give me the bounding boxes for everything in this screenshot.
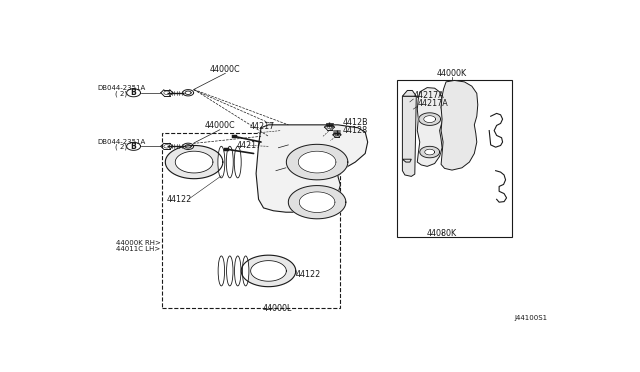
Polygon shape: [289, 186, 346, 219]
Polygon shape: [127, 142, 141, 150]
Polygon shape: [127, 89, 141, 97]
Polygon shape: [425, 149, 435, 155]
Text: 44122: 44122: [296, 270, 321, 279]
Polygon shape: [403, 90, 416, 96]
Text: J44100S1: J44100S1: [514, 315, 547, 321]
Polygon shape: [165, 145, 223, 179]
Text: B: B: [131, 88, 136, 97]
Text: 44080K: 44080K: [427, 229, 457, 238]
Text: 44217A: 44217A: [417, 99, 448, 108]
Text: 44011C LH>: 44011C LH>: [116, 246, 160, 252]
Ellipse shape: [234, 146, 241, 178]
Polygon shape: [403, 159, 412, 162]
Text: 44217: 44217: [237, 141, 262, 150]
Text: 4412B: 4412B: [343, 118, 369, 128]
Text: ( 2): ( 2): [115, 90, 127, 97]
Text: B: B: [131, 142, 136, 151]
Bar: [397, 80, 511, 237]
Text: ( 2): ( 2): [115, 144, 127, 150]
Polygon shape: [286, 144, 348, 180]
Text: 44217: 44217: [250, 122, 275, 131]
Text: 44000C: 44000C: [205, 121, 235, 130]
Polygon shape: [300, 192, 335, 212]
Ellipse shape: [218, 256, 225, 286]
Polygon shape: [419, 113, 440, 125]
Ellipse shape: [227, 256, 233, 286]
Text: 44000L: 44000L: [263, 304, 292, 313]
Text: 44000K: 44000K: [437, 68, 467, 78]
Bar: [162, 133, 340, 308]
Ellipse shape: [218, 146, 225, 178]
Polygon shape: [417, 87, 443, 166]
Polygon shape: [256, 125, 367, 212]
Polygon shape: [175, 151, 213, 173]
Text: DB044-2351A: DB044-2351A: [97, 139, 145, 145]
Text: 44000K RH>: 44000K RH>: [116, 240, 161, 246]
Polygon shape: [424, 116, 436, 122]
Ellipse shape: [227, 146, 233, 178]
Polygon shape: [251, 261, 286, 281]
Ellipse shape: [243, 256, 249, 286]
Polygon shape: [420, 146, 440, 158]
Ellipse shape: [234, 256, 241, 286]
Text: 44128: 44128: [343, 126, 368, 135]
Polygon shape: [403, 96, 416, 176]
Polygon shape: [441, 80, 478, 170]
Polygon shape: [298, 151, 336, 173]
Text: 44000C: 44000C: [210, 65, 241, 74]
Text: 44122: 44122: [167, 195, 192, 204]
Text: 44217A: 44217A: [413, 92, 444, 100]
Text: DB044-2351A: DB044-2351A: [97, 86, 145, 92]
Polygon shape: [241, 255, 296, 287]
